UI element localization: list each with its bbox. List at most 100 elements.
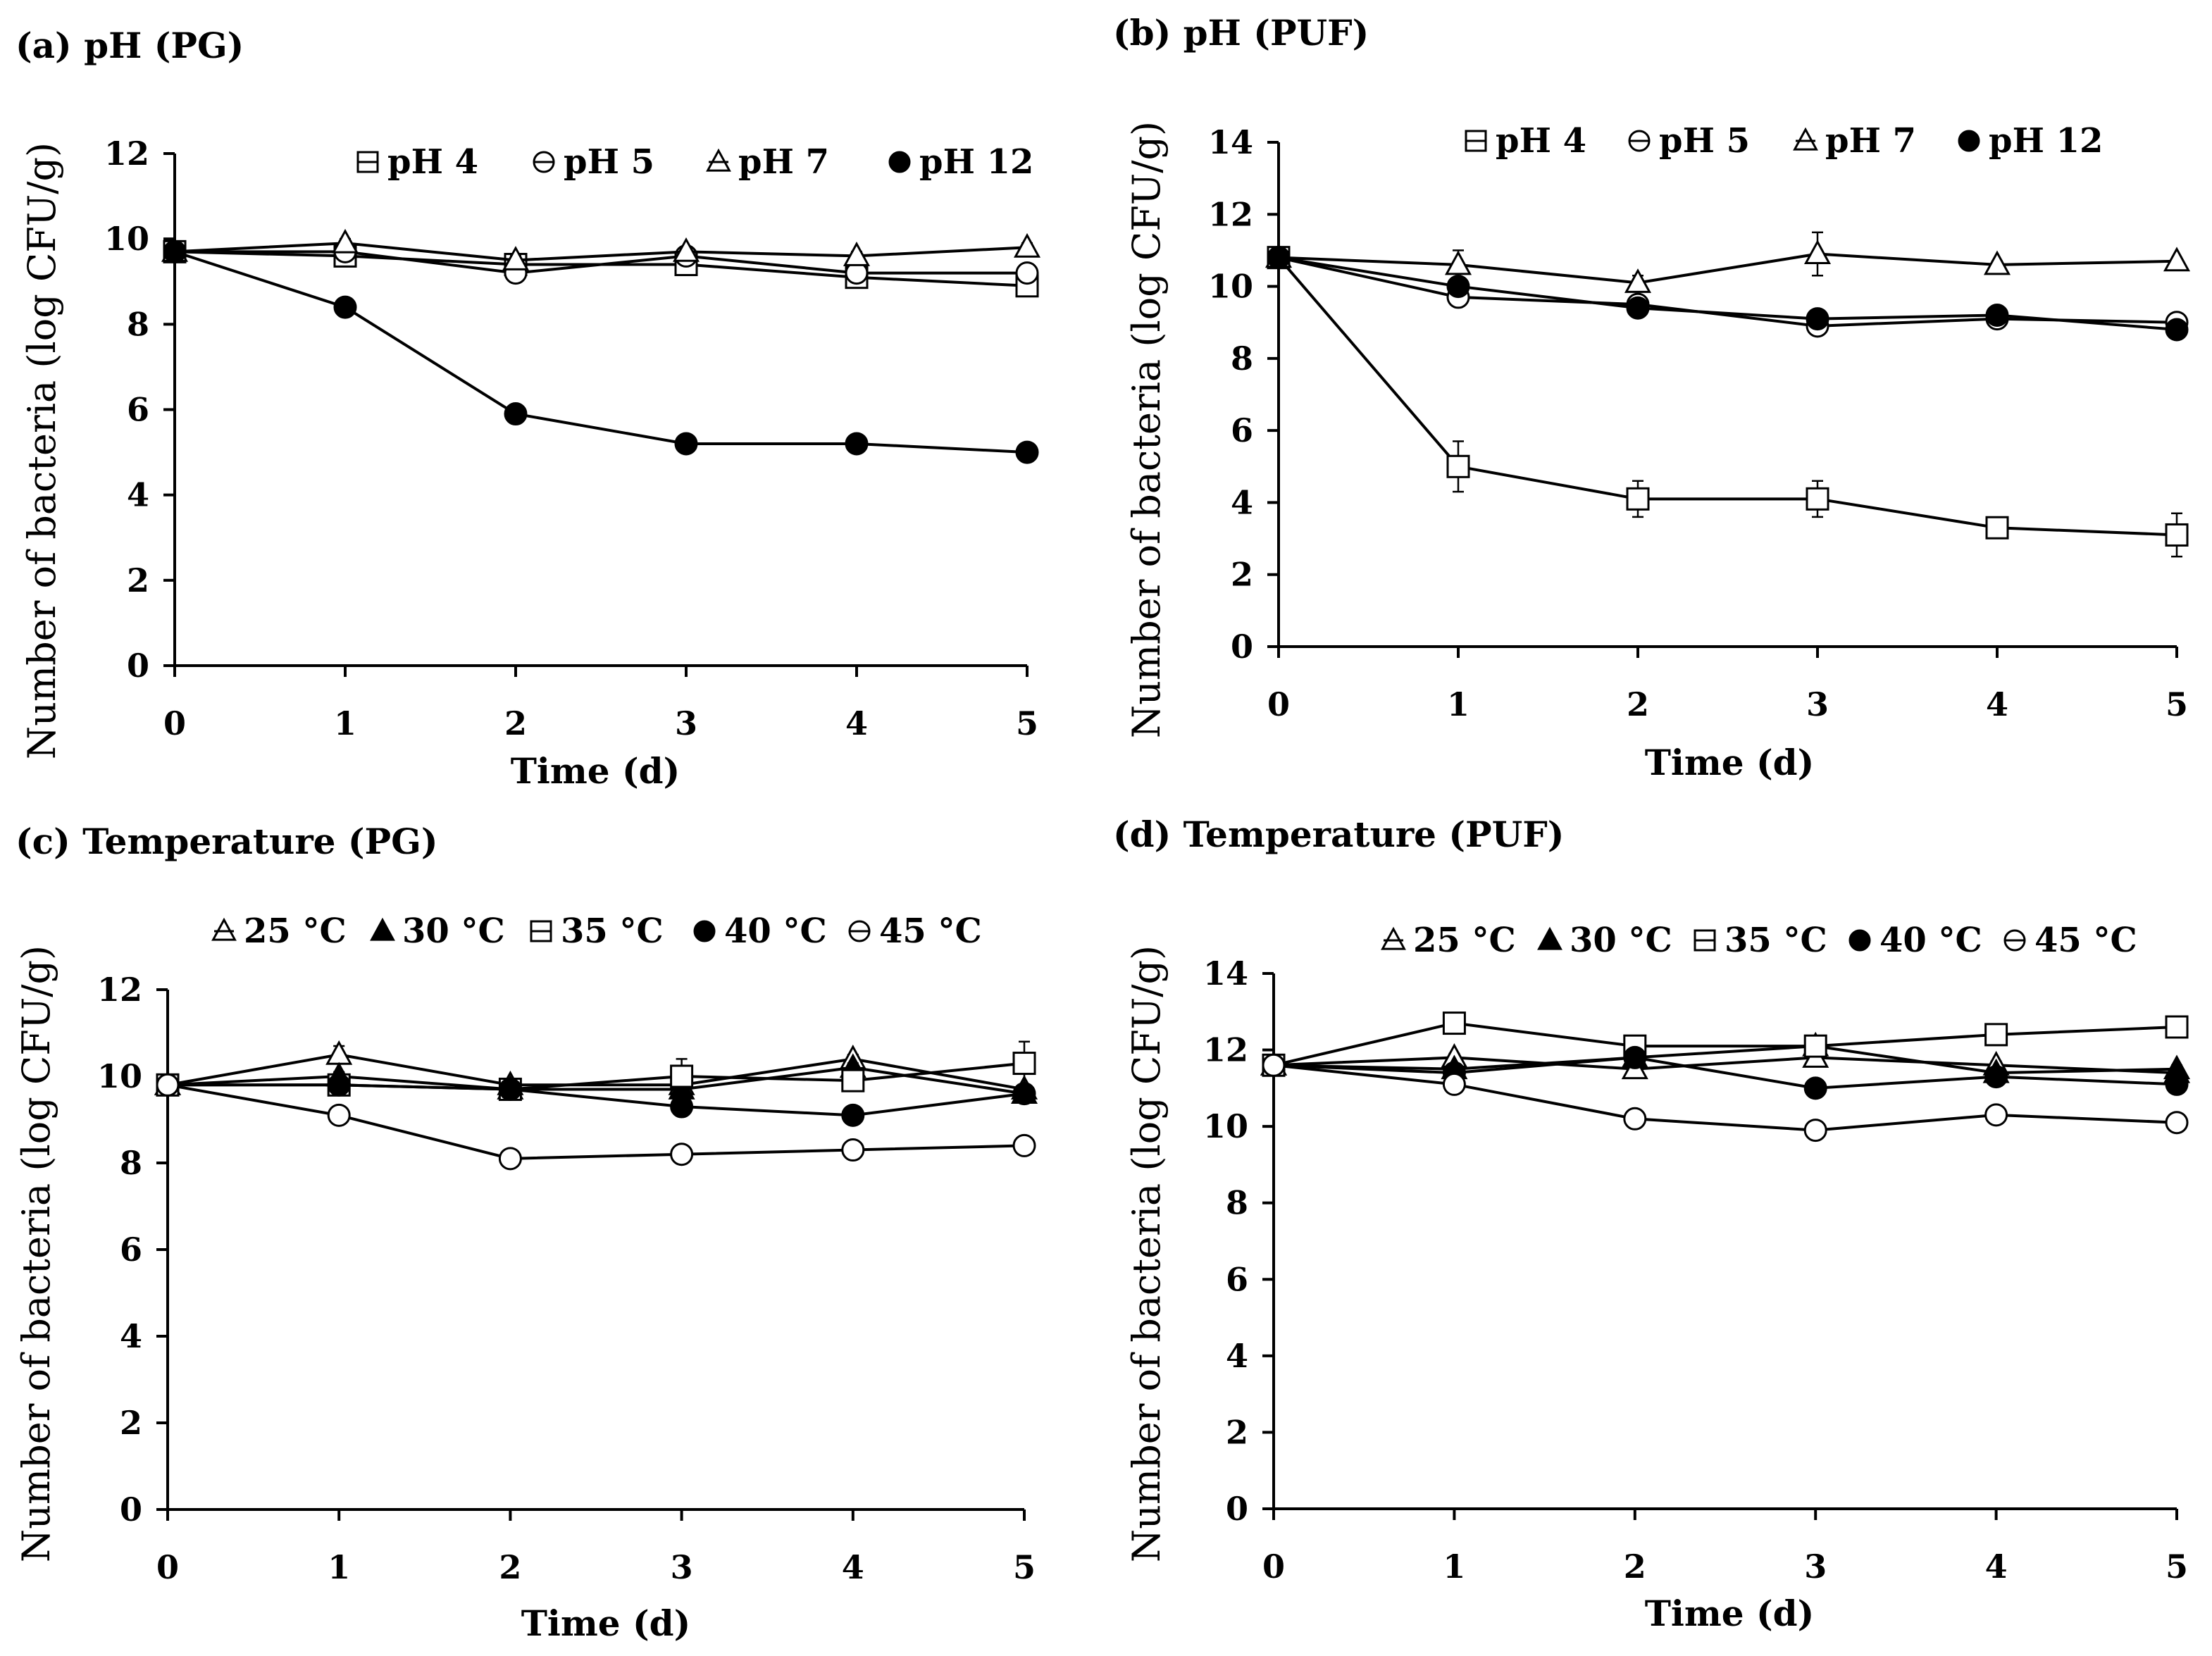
panel-b-legend-item: pH 7 [1793,121,1916,161]
panel-b-ytick-label: 6 [1231,411,1253,449]
panel-d-data-point [1803,1119,1827,1143]
panel-a-series-2 [161,228,1041,270]
panel-d-data-point [1803,1076,1827,1100]
panel-d-legend-item: 35 °C [1694,921,1827,960]
panel-d-legend-item: 25 °C [1381,921,1516,960]
panel-c-ytick-label: 10 [97,1057,142,1095]
panel-c-xtick-label: 4 [842,1548,864,1586]
panel-b-xtick-label: 1 [1447,685,1470,723]
panel-a-legend-label: pH 12 [919,142,1033,182]
panel-c-data-point [498,1077,522,1101]
panel-b-ytick-label: 12 [1208,195,1253,233]
panel-a-data-point [331,228,359,254]
panel-c-legend-label: 35 °C [561,911,664,951]
panel-a-data-point [504,402,528,426]
panel-a-ytick-label: 0 [127,647,149,685]
panel-c-data-point [670,1143,694,1166]
panel-b-series [1265,231,2191,558]
panel-d-legend-label: 35 °C [1725,921,1827,960]
panel-a-ytick-label: 8 [127,305,149,343]
panel-d-data-point [2165,1015,2189,1039]
panel-b-series-0 [1267,246,2189,558]
panel-c-data-point [325,1040,353,1065]
panel-d-xtick-label: 3 [1804,1548,1827,1586]
panel-d-legend-item: 45 °C [2003,921,2137,960]
panel-b-legend: pH 4 pH 5 pH 7 pH 12 [1465,121,2103,161]
panel-d-ytick-label: 10 [1203,1107,1248,1145]
panel-a-legend-marker [888,151,911,173]
panel-b-legend-label: pH 5 [1659,121,1750,161]
panel-a-series-1 [163,239,1039,285]
panel-b-xtick-label: 0 [1267,685,1290,723]
panel-c-xtick-label: 2 [499,1548,521,1586]
panel-a-legend-marker [706,148,731,172]
panel-b-data-point [1985,516,2009,540]
panel-c-legend-marker [693,920,716,942]
panel-a-data-point [333,295,357,319]
panel-b-data-point [1626,296,1650,320]
panel-c-data-point [156,1073,180,1097]
panel-b-legend-label: pH 12 [1989,121,2103,161]
panel-c-xtick-label: 0 [156,1548,179,1586]
panel-a-series-line [174,242,1028,262]
panel-b-ytick-label: 8 [1231,340,1253,378]
panel-a-legend-item: pH 5 [533,142,654,182]
panel-d-legend-marker [1848,929,1871,952]
panel-c-series-2 [156,1040,1036,1101]
panel-c-ytick-label: 4 [120,1317,142,1355]
panel-d-data-point [1262,1053,1286,1077]
panel-b-series-line [1277,256,2177,537]
panel-c-legend-label: 45 °C [879,911,982,951]
panel-c-data-point [498,1147,522,1171]
panel-a-data-point [1015,261,1039,285]
panel-d-data-point [1984,1065,2008,1089]
panel-c-xtick-label: 3 [671,1548,693,1586]
panel-d-series-1 [1260,1031,2191,1083]
panel-d-legend-item: 40 °C [1848,921,1982,960]
panel-a-legend-item: pH 4 [356,142,478,182]
panel-c-ytick-label: 2 [120,1404,142,1442]
panel-d-xtick-label: 1 [1443,1548,1465,1586]
panel-c-legend-item: 40 °C [693,911,827,951]
panel-a-xtick-label: 2 [504,704,527,742]
panel-c-title: (c) Temperature (PG) [15,821,438,862]
panel-c-series-line [167,1066,1025,1095]
panel-c-ytick-label: 12 [97,971,142,1009]
panel-b-data-point [1985,303,2009,327]
panel-a-ytick-label: 2 [127,561,149,599]
panel-d-legend-label: 40 °C [1879,921,1982,960]
panel-d-series-line [1273,1056,2177,1090]
panel-b-data-point [1803,239,1832,264]
panel-b-data-point [1624,268,1652,293]
panel-c-ylabel: Number of bacteria (log CFU/g) [14,945,58,1562]
panel-b-title: (b) pH (PUF) [1113,12,1369,54]
panel-b-ytick-label: 10 [1208,268,1253,306]
panel-c-series-line [168,1083,1025,1117]
panel-b-ytick-label: 14 [1208,123,1253,161]
panel-b-data-point [2165,318,2189,342]
panel-b-data-point [1806,307,1829,331]
panel-d-legend-label: 25 °C [1413,921,1516,960]
panel-b-data-point [1626,487,1650,511]
panel-b-series-3 [1267,246,2189,342]
panel-a-data-point [1015,440,1039,464]
panel-c-ytick-label: 8 [120,1144,142,1182]
panel-b-data-point [1446,454,1470,478]
panel-c-data-point [670,1064,694,1088]
panel-b-data-point [1806,487,1829,511]
panel-d-data-point [1442,1011,1466,1035]
panel-a-xlabel: Time (d) [511,750,681,792]
panel-c-series-line [167,1053,1025,1091]
panel-b-ytick-label: 0 [1231,628,1253,666]
panel-d-title: (d) Temperature (PUF) [1113,814,1564,855]
panel-d-xtick-label: 4 [1985,1548,2008,1586]
panel-a-xtick-label: 3 [675,704,697,742]
panel-d-xtick-label: 0 [1262,1548,1285,1586]
panel-d-ytick-label: 0 [1226,1490,1248,1528]
panel-c-legend-item: 30 °C [370,911,505,951]
panel-b-ph-puf: (b) pH (PUF) Number of bacteria (log CFU… [1113,12,2191,783]
panel-d-ytick-label: 8 [1226,1184,1248,1222]
panel-d-legend-marker [1381,926,1406,950]
panel-c-data-point [1012,1082,1036,1106]
